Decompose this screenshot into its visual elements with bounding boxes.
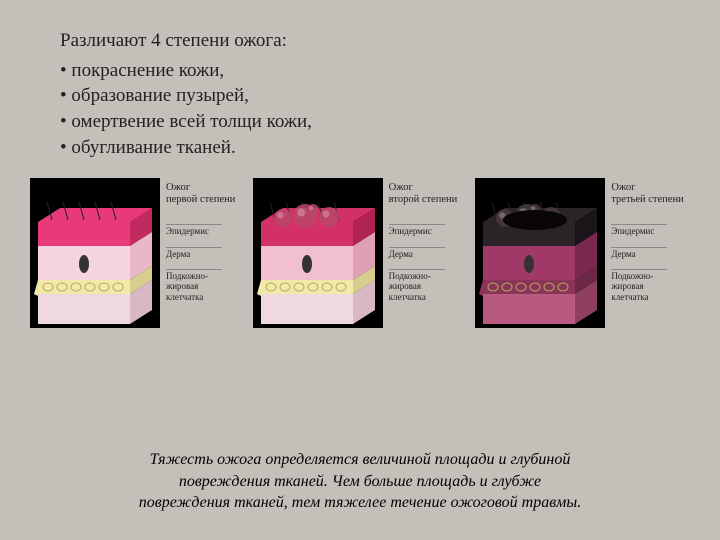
label-dermis: Дерма [166, 247, 222, 259]
bullet-3: омертвение всей толщи кожи, [60, 109, 660, 135]
label-dermis: Дерма [611, 247, 667, 259]
skin-cube [253, 178, 383, 328]
footer-line-2: повреждения тканей. Чем больше площадь и… [50, 471, 670, 493]
label-subcut: Подкожно-жировая клетчатка [389, 269, 445, 302]
bullet-2: образование пузырей, [60, 83, 660, 109]
panel-title: Ожогтретьей степени [611, 182, 683, 206]
diagram-row: Ожогпервой степени Эпидермис Дерма Подкожно… [0, 160, 720, 328]
heading: Различают 4 степени ожога: [60, 28, 660, 54]
panel-title: Ожогпервой степени [166, 182, 235, 206]
footer-text: Тяжесть ожога определяется величиной пло… [0, 449, 720, 514]
skin-cube [30, 178, 160, 328]
cube-wrap [475, 178, 605, 328]
bullet-1: покраснение кожи, [60, 58, 660, 84]
label-column: Ожогвторой степени Эпидермис Дерма Подкожно… [389, 178, 458, 328]
label-epidermis: Эпидермис [166, 224, 222, 236]
label-subcut: Подкожно-жировая клетчатка [611, 269, 667, 302]
burn-panel-1: Ожогпервой степени Эпидермис Дерма Подкожно… [30, 178, 245, 328]
burn-panel-2: Ожогвторой степени Эпидермис Дерма Подкожно… [253, 178, 468, 328]
cube-wrap [253, 178, 383, 328]
footer-line-1: Тяжесть ожога определяется величиной пло… [50, 449, 670, 471]
label-column: Ожогтретьей степени Эпидермис Дерма Подкожн… [611, 178, 683, 328]
label-column: Ожогпервой степени Эпидермис Дерма Подкожно… [166, 178, 235, 328]
label-epidermis: Эпидермис [389, 224, 445, 236]
burn-panel-3: Ожогтретьей степени Эпидермис Дерма Подкожн… [475, 178, 690, 328]
label-dermis: Дерма [389, 247, 445, 259]
footer-line-3: повреждения тканей, тем тяжелее течение … [50, 492, 670, 514]
skin-cube [475, 178, 605, 328]
label-subcut: Подкожно-жировая клетчатка [166, 269, 222, 302]
panel-title: Ожогвторой степени [389, 182, 458, 206]
label-epidermis: Эпидермис [611, 224, 667, 236]
cube-wrap [30, 178, 160, 328]
bullet-4: обугливание тканей. [60, 135, 660, 161]
text-block: Различают 4 степени ожога: покраснение к… [0, 0, 720, 160]
